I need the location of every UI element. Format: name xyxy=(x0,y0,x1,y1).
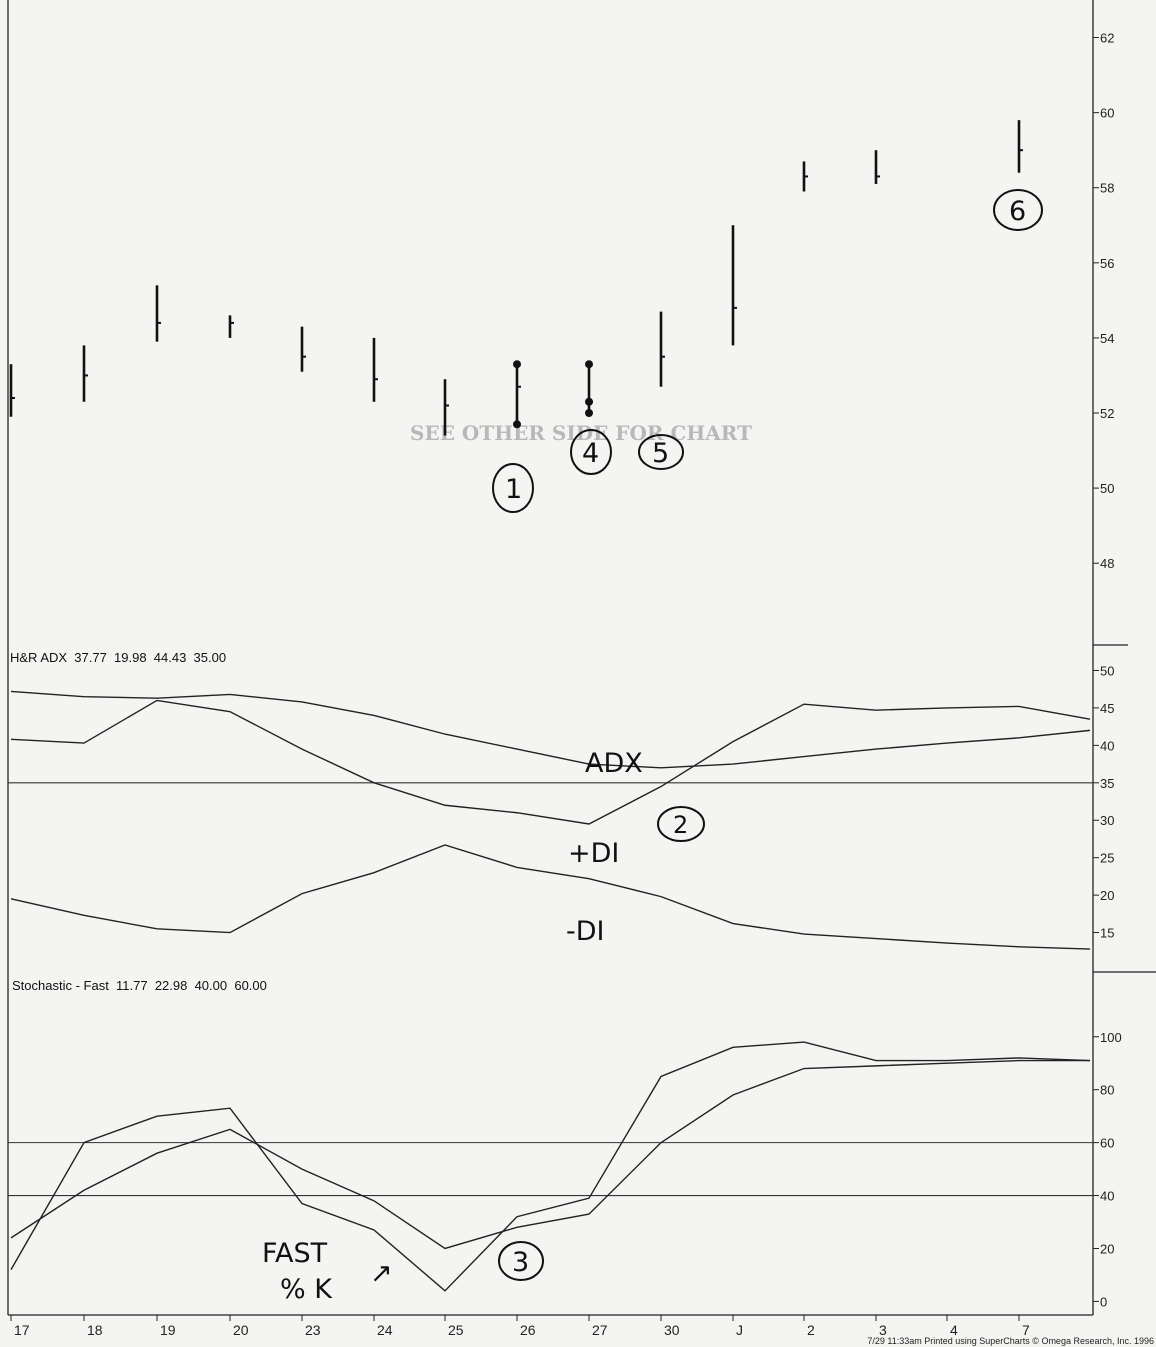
stochastic-y-tick-label: 40 xyxy=(1100,1189,1114,1204)
adx-series-line xyxy=(10,690,1091,769)
adx-y-tick-label: 20 xyxy=(1100,888,1114,903)
range-dot xyxy=(513,360,521,369)
range-dot xyxy=(585,409,593,418)
x-tick-label: 24 xyxy=(377,1322,393,1338)
price-y-tick-label: 52 xyxy=(1100,406,1114,421)
circle-4-label: 4 xyxy=(582,438,599,469)
stochastic-lines xyxy=(8,1041,1093,1292)
stochastic-header: Stochastic - Fast 11.77 22.98 40.00 60.0… xyxy=(12,978,267,993)
adx-y-tick-label: 15 xyxy=(1100,926,1114,941)
price-y-tick-label: 62 xyxy=(1100,31,1114,46)
x-tick-label: J xyxy=(736,1322,743,1338)
x-tick-label: 23 xyxy=(305,1322,321,1338)
stochastic-series-line xyxy=(10,1059,1090,1250)
adx-y-tick-label: 45 xyxy=(1100,701,1114,716)
handwritten-annotations xyxy=(492,189,1043,1281)
x-tick-label: 26 xyxy=(520,1322,536,1338)
stochastic-y-tick-label: 100 xyxy=(1100,1030,1122,1045)
circle-5-label: 5 xyxy=(652,438,669,469)
x-tick-label: 7 xyxy=(1022,1322,1030,1338)
stochastic-y-tick-label: 20 xyxy=(1100,1241,1114,1256)
x-tick-label: 30 xyxy=(664,1322,680,1338)
fast-annotation: FAST xyxy=(262,1238,328,1269)
circle-5-outline xyxy=(638,434,684,470)
stochastic-y-tick-label: 60 xyxy=(1100,1136,1114,1151)
x-tick-label: 17 xyxy=(14,1322,30,1338)
price-y-tick-label: 58 xyxy=(1100,181,1114,196)
x-tick-label: 18 xyxy=(87,1322,103,1338)
range-dot xyxy=(585,397,593,406)
adx-series-line xyxy=(10,699,1091,825)
adx-header: H&R ADX 37.77 19.98 44.43 35.00 xyxy=(10,650,226,665)
price-y-tick-label: 54 xyxy=(1100,331,1114,346)
range-dot xyxy=(513,420,521,429)
x-tick-label: 27 xyxy=(592,1322,608,1338)
adx-y-tick-label: 40 xyxy=(1100,738,1114,753)
circle-3-label: 3 xyxy=(512,1247,529,1278)
adx-lines xyxy=(8,690,1093,950)
adx-y-tick-label: 35 xyxy=(1100,776,1114,791)
price-bars xyxy=(9,120,1023,436)
percent-k-annotation: % K xyxy=(280,1274,333,1305)
circle-6-label: 6 xyxy=(1009,196,1026,227)
x-tick-label: 20 xyxy=(233,1322,249,1338)
x-tick-label: 19 xyxy=(160,1322,176,1338)
price-y-axis: 48 50 52 54 56 58 60 62 xyxy=(1093,31,1114,571)
adx-y-axis: 15 20 25 30 35 40 45 50 xyxy=(1093,663,1114,941)
circle-1-label: 1 xyxy=(505,474,522,505)
stochastic-y-axis: 0 20 40 60 80 100 xyxy=(1093,1030,1122,1309)
stochastic-y-tick-label: 0 xyxy=(1100,1294,1107,1309)
range-dot xyxy=(585,360,593,369)
date-x-axis: 17 18 19 20 23 24 25 26 27 30 J 2 3 4 7 xyxy=(10,1315,1030,1338)
price-y-tick-label: 56 xyxy=(1100,256,1114,271)
minus-di-annotation: -DI xyxy=(566,916,605,947)
circle-6-outline xyxy=(993,189,1043,231)
plus-di-annotation: +DI xyxy=(568,838,619,869)
adx-y-tick-label: 25 xyxy=(1100,851,1114,866)
footer-credit: 7/29 11:33am Printed using SuperCharts ©… xyxy=(867,1336,1154,1346)
price-y-tick-label: 60 xyxy=(1100,106,1114,121)
circle-2-label: 2 xyxy=(673,811,688,839)
x-tick-label: 25 xyxy=(448,1322,464,1338)
adx-series-line xyxy=(10,844,1091,950)
x-tick-label: 4 xyxy=(950,1322,958,1338)
x-tick-label: 2 xyxy=(807,1322,815,1338)
stochastic-series-line xyxy=(10,1041,1091,1292)
price-y-tick-label: 50 xyxy=(1100,481,1114,496)
frame xyxy=(7,0,1156,1316)
circle-2-outline xyxy=(657,806,705,842)
stochastic-y-tick-label: 80 xyxy=(1100,1083,1114,1098)
x-tick-label: 3 xyxy=(879,1322,887,1338)
adx-annotation: ADX xyxy=(585,748,643,779)
circle-1-outline xyxy=(492,463,534,513)
adx-y-tick-label: 30 xyxy=(1100,813,1114,828)
arrow-annotation: ↗ xyxy=(370,1258,393,1289)
adx-y-tick-label: 50 xyxy=(1100,663,1114,678)
circle-3-outline xyxy=(498,1241,544,1281)
circle-4-outline xyxy=(570,429,612,475)
price-y-tick-label: 48 xyxy=(1100,556,1114,571)
